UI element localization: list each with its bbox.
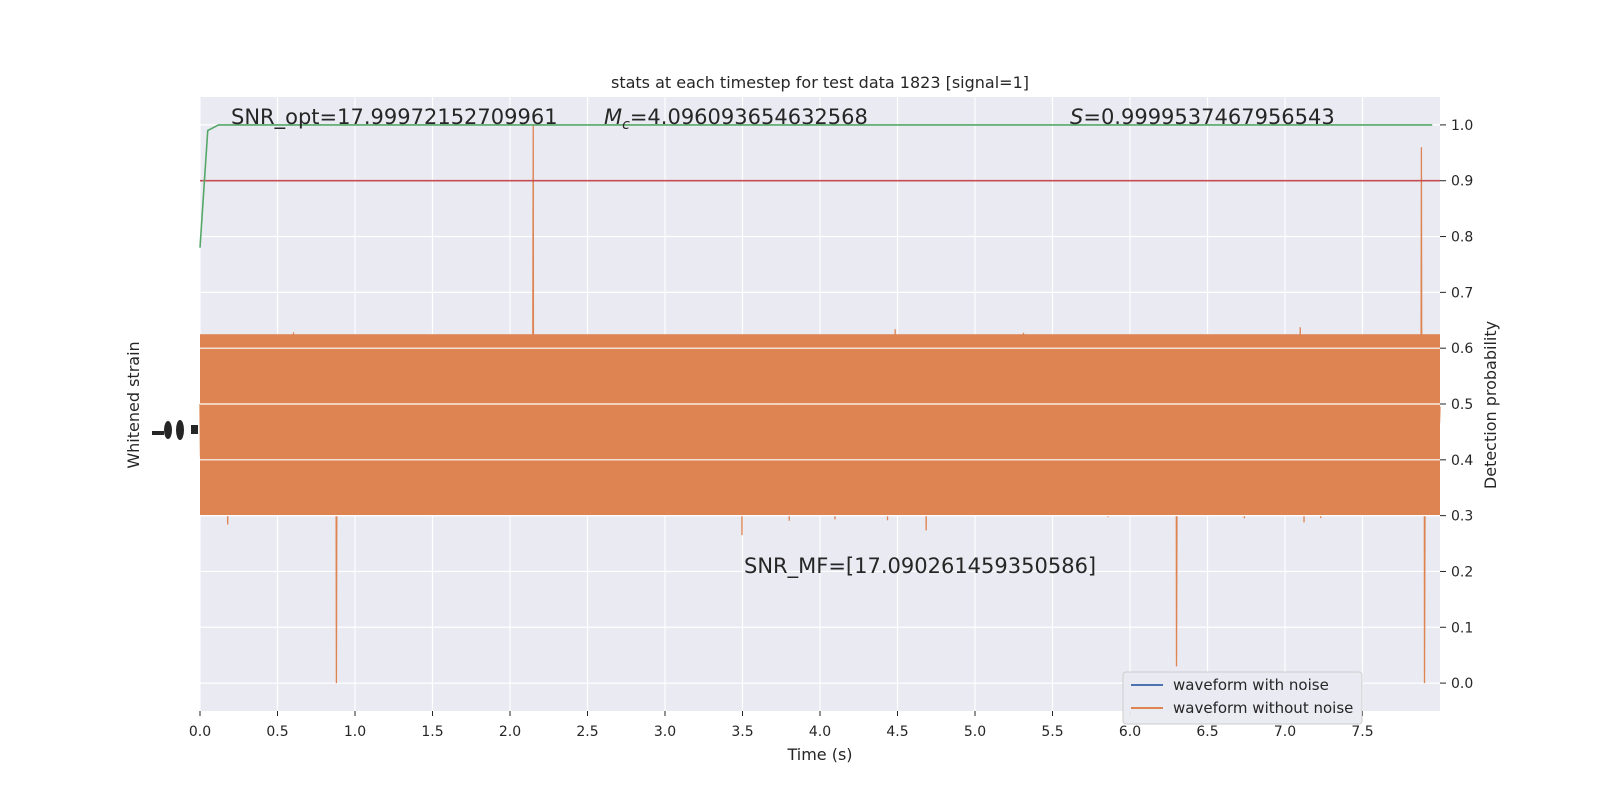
snr-opt-annotation: SNR_opt=17.99972152709961 xyxy=(231,105,558,130)
x-tick-label: 3.0 xyxy=(654,724,676,740)
x-tick-label: 6.0 xyxy=(1119,724,1141,740)
x-tick-label: 1.5 xyxy=(421,724,443,740)
x-tick-label: 0.0 xyxy=(189,724,211,740)
legend-box xyxy=(1122,671,1363,725)
s-value: =0.9999537467956543 xyxy=(1083,105,1334,129)
mc-subscript: c xyxy=(622,117,630,133)
y-right-tick-label: 0.6 xyxy=(1451,341,1473,357)
x-tick-label: 0.5 xyxy=(266,724,288,740)
s-symbol: S xyxy=(1070,105,1083,129)
left-tick-blob xyxy=(176,420,184,440)
series-detection-probability xyxy=(199,124,1433,248)
y-right-tick-label: 0.1 xyxy=(1451,620,1473,636)
y-right-axis-label: Detection probability xyxy=(1481,321,1500,489)
left-tick-blob xyxy=(164,421,172,439)
left-axis-clutter xyxy=(152,420,198,440)
y-right-tick-label: 0.9 xyxy=(1451,174,1473,190)
y-left-axis-label: Whitened strain xyxy=(124,341,143,468)
mc-value: =4.096093654632568 xyxy=(630,105,868,129)
y-right-tick-label: 0.7 xyxy=(1451,285,1473,301)
x-tick-label: 5.0 xyxy=(964,724,986,740)
y-right-tick-label: 0.4 xyxy=(1451,453,1473,469)
mc-annotation: Mc=4.096093654632568 xyxy=(604,105,868,133)
x-tick-label: 1.0 xyxy=(344,724,366,740)
y-right-tick-label: 1.0 xyxy=(1451,118,1473,134)
legend-label-with-noise: waveform with noise xyxy=(1173,676,1329,694)
x-ticks: 0.0 0.5 1.0 1.5 2.0 2.5 3.0 3.5 4.0 4.5 5.0 5.5 6.0 6… xyxy=(189,711,1374,740)
series-waveform-without-noise xyxy=(199,124,1441,684)
y-right-tick-label: 0.8 xyxy=(1451,230,1473,246)
x-tick-label: 7.5 xyxy=(1351,724,1373,740)
x-tick-label: 4.5 xyxy=(886,724,908,740)
left-tick-mark xyxy=(191,425,198,434)
y-right-tick-label: 0.3 xyxy=(1451,509,1473,525)
x-tick-label: 2.0 xyxy=(499,724,521,740)
legend-label-without-noise: waveform without noise xyxy=(1173,699,1353,717)
chart-title: stats at each timestep for test data 182… xyxy=(611,73,1029,92)
lines-layer xyxy=(199,124,1440,248)
s-annotation: S=0.9999537467956543 xyxy=(1070,105,1335,129)
y-right-tick-label: 0.5 xyxy=(1451,397,1473,413)
x-tick-label: 4.0 xyxy=(809,724,831,740)
snr-mf-annotation: SNR_MF=[17.090261459350586] xyxy=(744,554,1096,579)
x-tick-label: 5.5 xyxy=(1041,724,1063,740)
x-tick-label: 2.5 xyxy=(576,724,598,740)
left-tick-mark xyxy=(152,431,164,435)
x-axis-label: Time (s) xyxy=(786,745,852,764)
y-right-tick-label: 0.0 xyxy=(1451,676,1473,692)
x-tick-label: 6.5 xyxy=(1196,724,1218,740)
mc-symbol: M xyxy=(604,105,622,129)
y-right-ticks: 0.0 0.1 0.2 0.3 0.4 0.5 0.6 0.7 0.8 0.9 1.0 xyxy=(1440,118,1473,692)
x-tick-label: 7.0 xyxy=(1274,724,1296,740)
noise-layer xyxy=(199,124,1441,684)
x-tick-label: 3.5 xyxy=(731,724,753,740)
legend: waveform with noise waveform without noi… xyxy=(1122,671,1363,725)
y-right-tick-label: 0.2 xyxy=(1451,564,1473,580)
